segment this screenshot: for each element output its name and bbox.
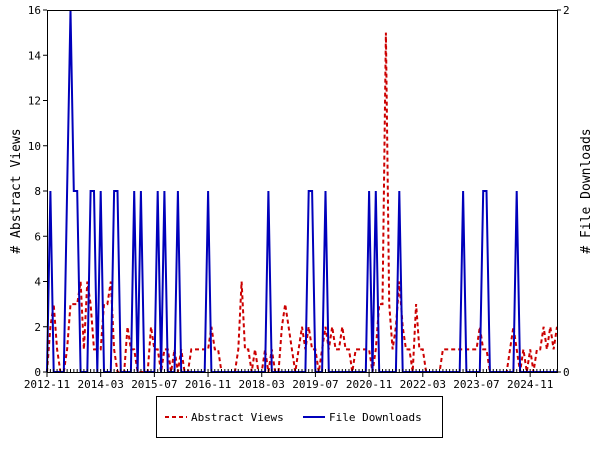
y-tick-label: 8 [34,185,41,198]
legend-label-file-downloads: File Downloads [329,411,422,424]
x-tick-label: 2022-03 [400,378,446,391]
y-tick-label: 12 [28,95,41,108]
legend-box [156,396,443,438]
legend-label-abstract-views: Abstract Views [191,411,284,424]
x-tick-label: 2019-07 [292,378,338,391]
y-tick-label: 0 [34,366,41,379]
y-axis-title: # Abstract Views [9,128,24,253]
y-tick-label: 2 [34,321,41,334]
series-file-downloads [46,9,557,373]
x-tick-label: 2016-11 [185,378,231,391]
y-tick-label: 16 [28,4,41,17]
series-line [46,9,557,373]
x-tick-label: 2024-11 [507,378,553,391]
y-tick-label: 10 [28,140,41,153]
y-tick-label: 6 [34,230,41,243]
x-tick-label: 2014-03 [78,378,124,391]
x-tick-label: 2012-11 [24,378,70,391]
y2-tick-label: 0 [563,366,570,379]
y-tick-label: 14 [28,49,42,62]
plot-frame [47,10,558,373]
y2-axis-title: # File Downloads [579,128,594,253]
x-tick-label: 2023-07 [453,378,499,391]
x-tick-label: 2020-11 [346,378,392,391]
x-tick-label: 2018-03 [239,378,285,391]
y-tick-label: 4 [34,276,41,289]
y2-tick-label: 2 [563,4,570,17]
legend: Abstract Views File Downloads [156,396,443,438]
x-tick-label: 2015-07 [131,378,177,391]
